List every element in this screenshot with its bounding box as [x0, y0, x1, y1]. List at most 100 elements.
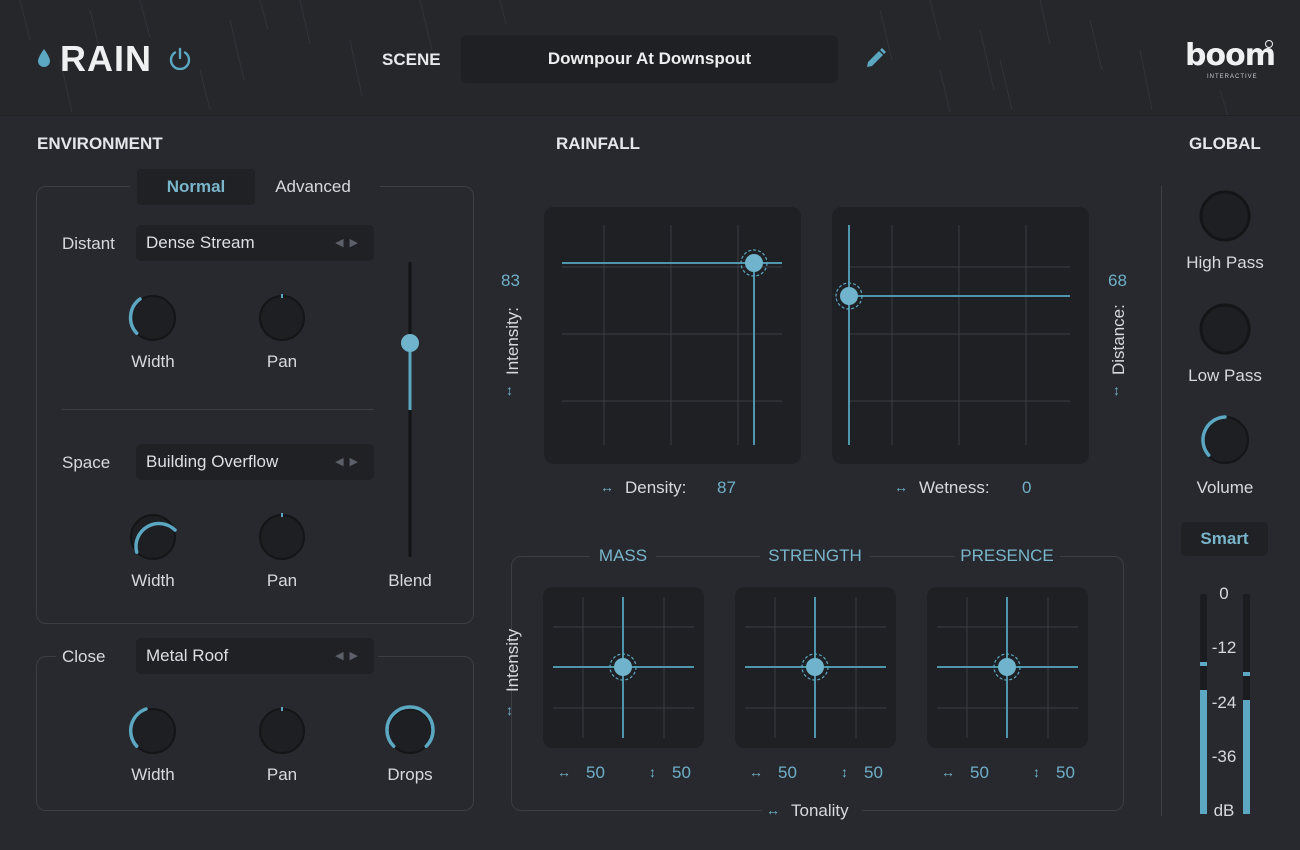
meter-scale-12: -12 [1211, 638, 1237, 657]
intensity-axis-label: Intensity: [503, 306, 522, 375]
distance-wetness-pad[interactable] [832, 207, 1089, 464]
horizontal-arrows-icon: ↔ [749, 764, 763, 780]
header-bar: RAIN SCENE Downpour At Downspout boom IN… [0, 0, 1300, 116]
registered-icon [1265, 40, 1273, 48]
space-label: Space [62, 453, 111, 472]
prev-next-arrows-icon[interactable]: ◀▶ [335, 650, 364, 662]
vertical-arrows-icon: ↕ [506, 382, 513, 398]
tonality-label: Tonality [791, 801, 849, 820]
close-pan-knob[interactable] [251, 700, 313, 762]
meter-right-peak [1243, 672, 1250, 676]
distant-pan-knob[interactable] [251, 287, 313, 349]
vertical-arrows-icon: ↕ [1113, 382, 1120, 398]
close-width-label: Width [131, 765, 175, 784]
smart-button[interactable]: Smart [1181, 522, 1268, 556]
strength-y-value: 50 [864, 763, 883, 782]
distant-pan-label: Pan [266, 352, 298, 371]
prev-next-arrows-icon[interactable]: ◀▶ [335, 456, 364, 468]
distant-label: Distant [62, 234, 115, 253]
mass-title: MASS [598, 546, 648, 565]
pencil-icon[interactable] [862, 46, 888, 72]
meter-scale-36: -36 [1211, 747, 1237, 766]
space-width-label: Width [131, 571, 175, 590]
tonality-gap [762, 805, 862, 817]
environment-title: ENVIRONMENT [37, 134, 163, 153]
density-value: 87 [717, 478, 736, 497]
close-drops-label: Drops [387, 765, 433, 784]
tonality-intensity-label: Intensity [503, 628, 522, 692]
distant-preset-value: Dense Stream [146, 233, 255, 252]
global-title: GLOBAL [1189, 134, 1261, 153]
meter-scale-24: -24 [1211, 693, 1237, 712]
close-label: Close [62, 647, 106, 666]
presence-gap [955, 550, 1060, 562]
brand-sub: INTERACTIVE [1207, 74, 1258, 80]
strength-pad[interactable] [735, 587, 896, 748]
vertical-arrows-icon: ↕ [649, 764, 656, 780]
close-preset-value: Metal Roof [146, 646, 229, 665]
vertical-arrows-icon: ↕ [1033, 764, 1040, 780]
vertical-arrows-icon: ↕ [841, 764, 848, 780]
meter-scale-db: dB [1213, 801, 1235, 820]
meter-right-fill [1243, 700, 1250, 814]
blend-label: Blend [388, 571, 432, 590]
prev-next-arrows-icon[interactable]: ◀▶ [335, 237, 364, 249]
close-preset-select[interactable]: Metal Roof ◀▶ [136, 638, 374, 674]
water-drop-icon [38, 49, 50, 67]
distant-preset-select[interactable]: Dense Stream ◀▶ [136, 225, 374, 261]
space-pan-knob[interactable] [251, 506, 313, 568]
presence-x-value: 50 [970, 763, 989, 782]
space-preset-select[interactable]: Building Overflow ◀▶ [136, 444, 374, 480]
scene-label: SCENE [382, 50, 441, 69]
horizontal-arrows-icon: ↔ [941, 764, 955, 780]
power-icon[interactable] [167, 46, 193, 72]
tab-advanced[interactable]: Advanced [275, 177, 351, 196]
global-divider [1161, 186, 1162, 816]
strength-title: STRENGTH [768, 546, 862, 565]
meter-scale-0: 0 [1219, 584, 1229, 603]
presence-y-value: 50 [1056, 763, 1075, 782]
space-width-knob[interactable] [122, 506, 184, 568]
mass-y-value: 50 [672, 763, 691, 782]
brand-word: boom [1185, 38, 1276, 73]
meter-left-fill [1200, 690, 1207, 814]
close-width-knob[interactable] [122, 700, 184, 762]
scene-name-field[interactable]: Downpour At Downspout [461, 35, 838, 83]
close-pan-label: Pan [266, 765, 298, 784]
brand-logo: boom INTERACTIVE [1185, 38, 1276, 82]
meter-left-peak [1200, 662, 1207, 666]
presence-pad[interactable] [927, 587, 1088, 748]
strength-x-value: 50 [778, 763, 797, 782]
app-title: RAIN [60, 38, 152, 79]
low-pass-label: Low Pass [1188, 366, 1262, 385]
distance-value: 68 [1108, 271, 1127, 290]
high-pass-knob[interactable] [1194, 185, 1256, 247]
distant-width-label: Width [131, 352, 175, 371]
mass-pad[interactable] [543, 587, 704, 748]
blend-slider[interactable] [398, 262, 422, 557]
vertical-arrows-icon: ↕ [506, 702, 513, 718]
distance-axis-label: Distance: [1109, 304, 1128, 375]
divider [62, 409, 374, 410]
horizontal-arrows-icon: ↔ [557, 764, 571, 780]
tab-normal[interactable]: Normal [137, 169, 255, 205]
intensity-value: 83 [501, 271, 520, 290]
volume-label: Volume [1196, 478, 1254, 497]
intensity-density-pad[interactable] [544, 207, 801, 464]
space-preset-value: Building Overflow [146, 452, 279, 471]
density-label: Density: [625, 478, 687, 497]
horizontal-arrows-icon: ↔ [894, 479, 908, 495]
rainfall-title: RAINFALL [556, 134, 641, 153]
close-drops-knob[interactable] [379, 700, 441, 762]
mass-gap [590, 550, 656, 562]
horizontal-arrows-icon: ↔ [766, 802, 780, 818]
mass-x-value: 50 [586, 763, 605, 782]
strength-gap [760, 550, 870, 562]
distant-width-knob[interactable] [122, 287, 184, 349]
high-pass-label: High Pass [1186, 253, 1264, 272]
space-pan-label: Pan [266, 571, 298, 590]
wetness-value: 0 [1022, 478, 1032, 497]
low-pass-knob[interactable] [1194, 298, 1256, 360]
horizontal-arrows-icon: ↔ [600, 479, 614, 495]
volume-knob[interactable] [1194, 409, 1256, 471]
